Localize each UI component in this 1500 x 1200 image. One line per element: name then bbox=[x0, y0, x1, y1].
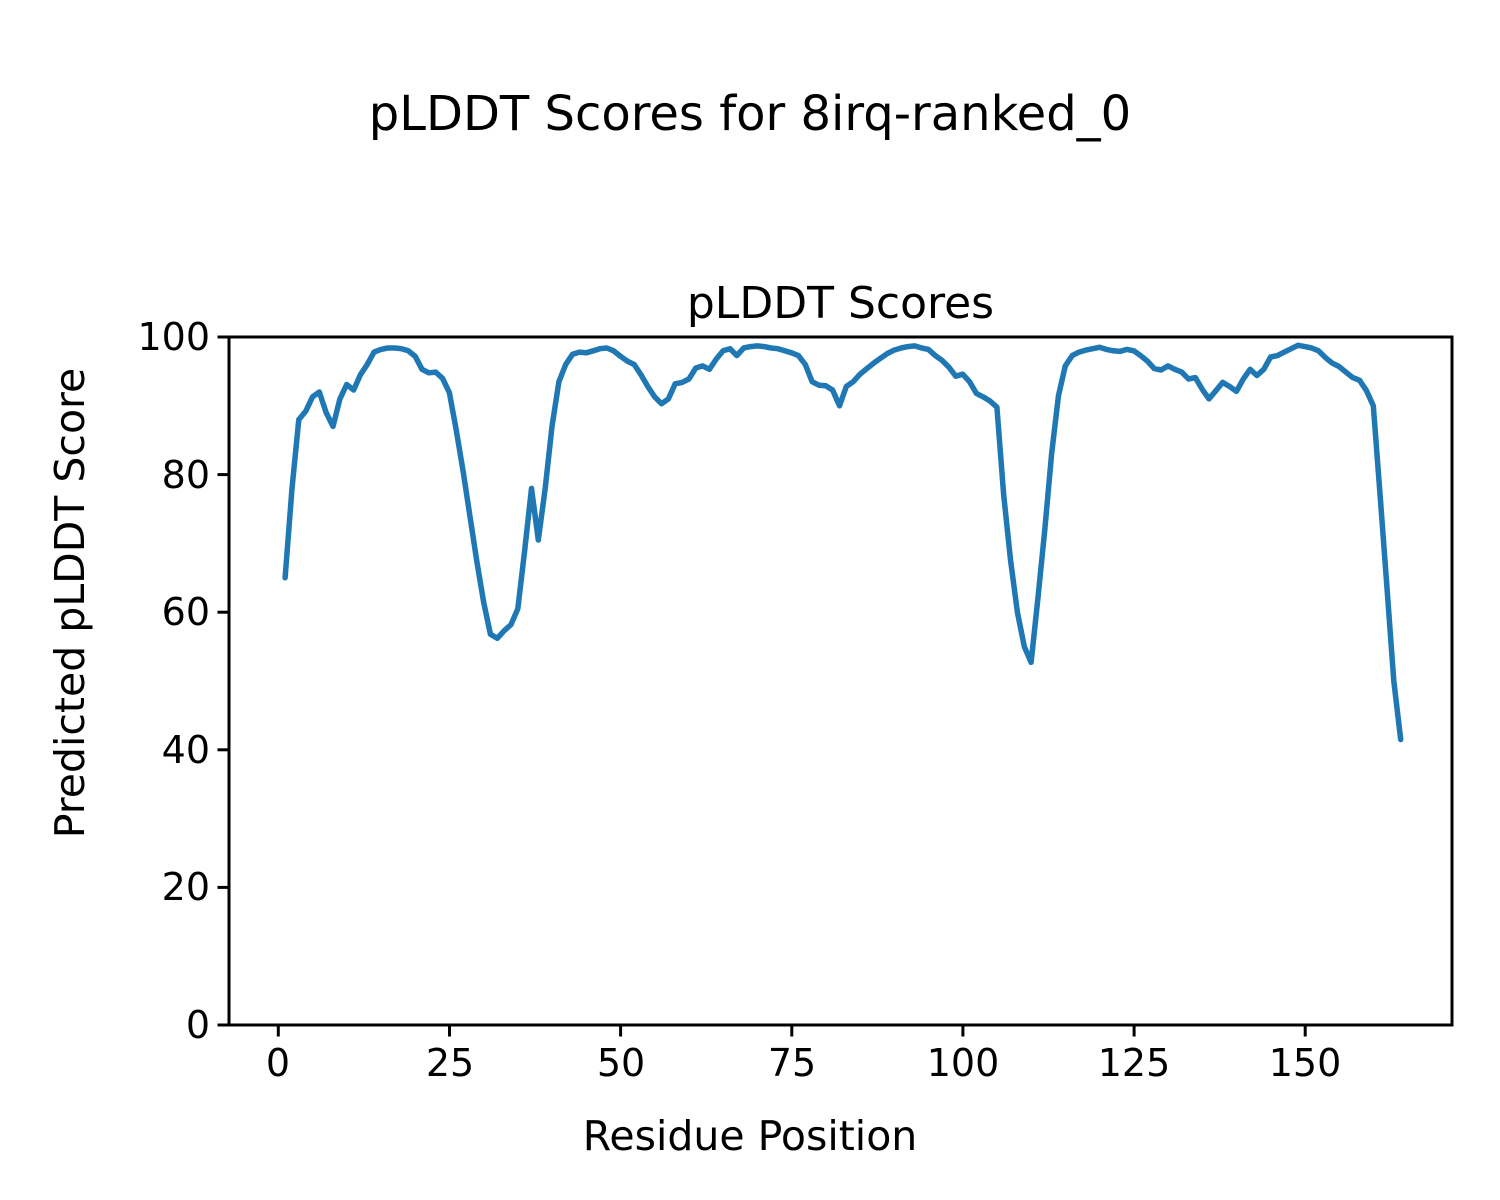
axes-frame bbox=[217, 335, 1454, 1037]
y-tick-label-20: 20 bbox=[161, 865, 210, 909]
x-tick-marks bbox=[276, 1026, 1307, 1037]
x-tick-label-50: 50 bbox=[596, 1041, 646, 1085]
y-axis-label: Predicted pLDDT Score bbox=[46, 367, 94, 839]
figure-title: pLDDT Scores for 8irq-ranked_0 bbox=[368, 86, 1132, 142]
x-tick-label-25: 25 bbox=[425, 1041, 475, 1085]
y-tick-label-40: 40 bbox=[161, 728, 210, 772]
axes-title: pLDDT Scores bbox=[686, 278, 995, 329]
x-tick-label-150: 150 bbox=[1268, 1041, 1342, 1085]
y-tick-label-100: 100 bbox=[137, 315, 210, 359]
x-tick-label-100: 100 bbox=[926, 1041, 1000, 1085]
y-tick-marks bbox=[217, 335, 228, 1027]
y-tick-label-80: 80 bbox=[161, 453, 210, 497]
x-axis-label: Residue Position bbox=[582, 1112, 918, 1160]
y-tick-label-60: 60 bbox=[161, 590, 210, 634]
plot-svg bbox=[217, 335, 1454, 1037]
y-tick-label-0: 0 bbox=[185, 1003, 210, 1047]
x-tick-label-125: 125 bbox=[1097, 1041, 1171, 1085]
x-tick-label-0: 0 bbox=[265, 1041, 291, 1085]
axes-spines bbox=[227, 335, 1454, 1027]
pldd-score-line bbox=[282, 342, 1404, 743]
x-tick-label-75: 75 bbox=[767, 1041, 817, 1085]
